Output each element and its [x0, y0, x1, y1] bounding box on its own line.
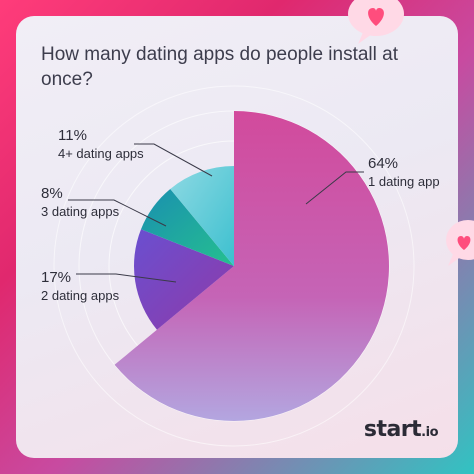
- heart-bubble-icon: [348, 0, 404, 44]
- slice-label-2-apps: 17% 2 dating apps: [41, 268, 119, 304]
- decor-ring-outer: [53, 85, 415, 447]
- infographic-card: How many dating apps do people install a…: [16, 16, 458, 458]
- slice-percent: 8%: [41, 185, 63, 202]
- slice-name: 3 dating apps: [41, 204, 120, 219]
- chart-title: How many dating apps do people install a…: [41, 44, 399, 90]
- slice-4plus-apps: [170, 166, 234, 266]
- leader-1-app: [305, 171, 364, 205]
- slice-name: 1 dating app: [368, 174, 440, 189]
- slice-2-apps: [134, 229, 234, 330]
- leader-2-apps: [76, 273, 177, 283]
- leader-4plus-apps: [134, 143, 213, 177]
- slice-label-1-app: 64% 1 dating app: [368, 154, 440, 190]
- brand-logo: start.io: [363, 417, 439, 442]
- leader-3-apps: [68, 199, 167, 227]
- slice-label-4plus-apps: 11% 4+ dating apps: [58, 126, 144, 162]
- slice-label-3-apps: 8% 3 dating apps: [41, 184, 119, 220]
- brand-name: start: [363, 417, 422, 442]
- heart-bubble-icon: [446, 220, 474, 266]
- brand-suffix: .io: [421, 425, 438, 440]
- slice-percent: 17%: [41, 269, 72, 286]
- slice-percent: 11%: [58, 127, 87, 144]
- slice-name: 4+ dating apps: [58, 146, 144, 161]
- pie-chart: [53, 85, 415, 447]
- slice-3-apps: [141, 188, 234, 266]
- slice-name: 2 dating apps: [41, 288, 120, 303]
- slice-1-app: [114, 111, 390, 421]
- slice-percent: 64%: [368, 155, 399, 172]
